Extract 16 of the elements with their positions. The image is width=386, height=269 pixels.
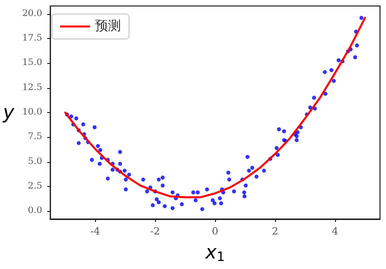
- x-tick-label: -2: [150, 226, 160, 238]
- y-tick-label: 7.5: [28, 132, 43, 142]
- x-tick-label: 4: [332, 226, 338, 238]
- legend-label: 预测: [95, 19, 121, 34]
- x-tick-label: -4: [90, 226, 100, 238]
- y-tick-label: 20.0: [22, 8, 43, 19]
- y-tick-label: 10.0: [22, 108, 43, 118]
- x-tick-label: 0: [212, 226, 218, 238]
- y-tick-label: 0.0: [28, 206, 43, 216]
- y-tick-label: 17.5: [22, 34, 43, 44]
- x-tick-label: 2: [272, 226, 278, 238]
- y-tick-label: 5.0: [28, 156, 43, 167]
- y-axis-title: y: [2, 102, 15, 124]
- y-tick-label: 12.5: [22, 82, 43, 93]
- y-tick-label: 2.5: [28, 181, 43, 192]
- y-tick-label: 15.0: [22, 58, 43, 68]
